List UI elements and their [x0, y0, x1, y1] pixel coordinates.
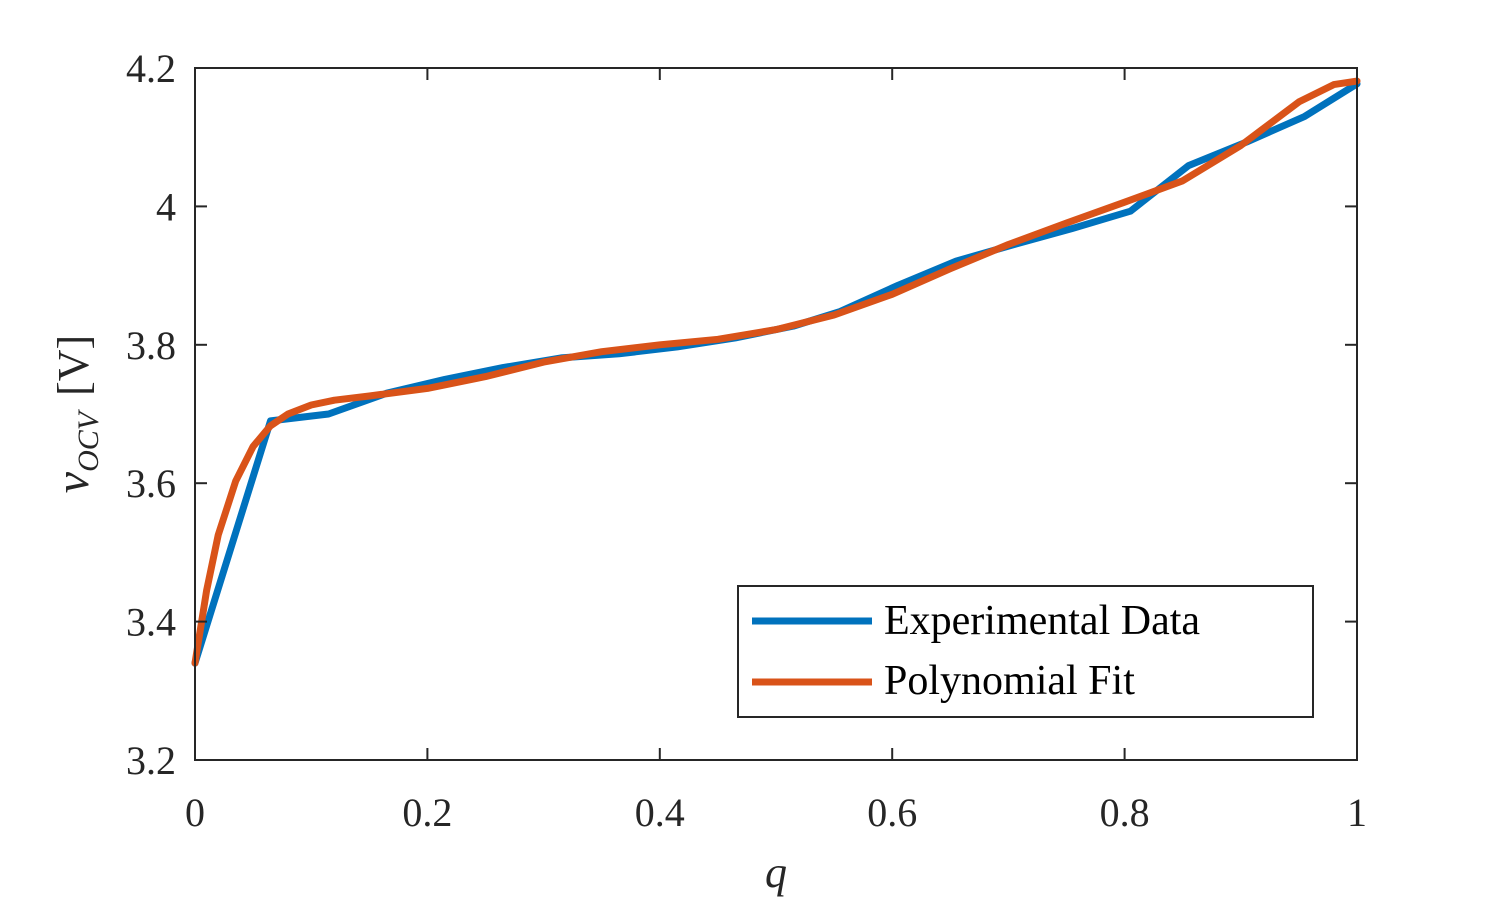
- y-axis-label-unit: [V]: [49, 335, 98, 396]
- series-layer: [191, 77, 1361, 667]
- x-tick-label: 0.8: [1100, 790, 1150, 835]
- y-tick-label: 3.4: [126, 600, 176, 645]
- series-line-polynomial-fit: [191, 77, 1361, 667]
- x-tick-label: 0.2: [402, 790, 452, 835]
- x-tick-label: 0.4: [635, 790, 685, 835]
- plot-frame: [194, 67, 1358, 761]
- x-axis-label: q: [765, 848, 787, 897]
- y-axis-label-subscript: OCV: [72, 408, 105, 472]
- legend-label-experimental: Experimental Data: [884, 598, 1200, 644]
- y-tick-label: 4: [156, 184, 176, 229]
- y-tick-label: 4.2: [126, 46, 176, 91]
- x-tick-label: 0: [185, 790, 205, 835]
- legend-label-polynomial: Polynomial Fit: [884, 658, 1135, 704]
- y-tick-label: 3.6: [126, 461, 176, 506]
- y-tick-label: 3.2: [126, 738, 176, 783]
- y-tick-label: 3.8: [126, 323, 176, 368]
- svg-text:vOCV[V]: vOCV [V]: [46, 335, 105, 493]
- legend-box: [737, 585, 1314, 718]
- legend: Experimental Data Polynomial Fit: [737, 585, 1314, 718]
- x-tick-label: 1: [1347, 790, 1367, 835]
- y-axis-label-main: v: [46, 471, 99, 493]
- tick-layer: 0 0.2 0.4 0.6 0.8 1 3.2 3.4 3.6 3.8 4 4.2: [126, 46, 1367, 835]
- x-tick-label: 0.6: [867, 790, 917, 835]
- y-axis-label: vOCV [V]: [46, 335, 105, 493]
